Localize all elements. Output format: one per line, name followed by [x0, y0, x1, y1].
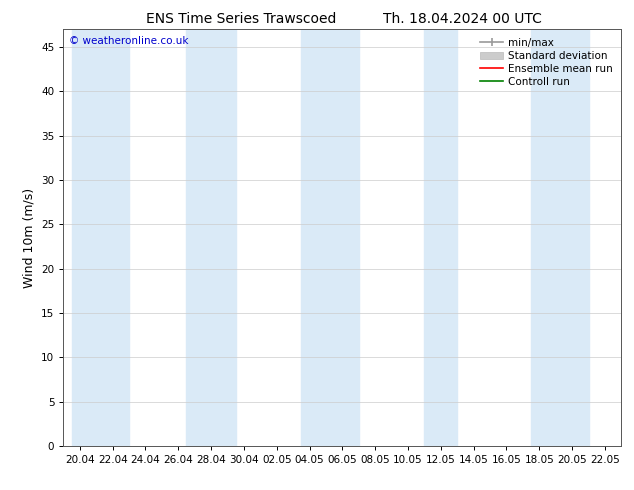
Text: © weatheronline.co.uk: © weatheronline.co.uk [69, 36, 188, 46]
Text: Th. 18.04.2024 00 UTC: Th. 18.04.2024 00 UTC [384, 12, 542, 26]
Y-axis label: Wind 10m (m/s): Wind 10m (m/s) [23, 188, 36, 288]
Legend: min/max, Standard deviation, Ensemble mean run, Controll run: min/max, Standard deviation, Ensemble me… [477, 35, 616, 90]
Bar [424, 29, 457, 446]
Text: ENS Time Series Trawscoed: ENS Time Series Trawscoed [146, 12, 336, 26]
Bar [301, 29, 359, 446]
Bar [72, 29, 129, 446]
Bar [531, 29, 588, 446]
Bar [186, 29, 236, 446]
